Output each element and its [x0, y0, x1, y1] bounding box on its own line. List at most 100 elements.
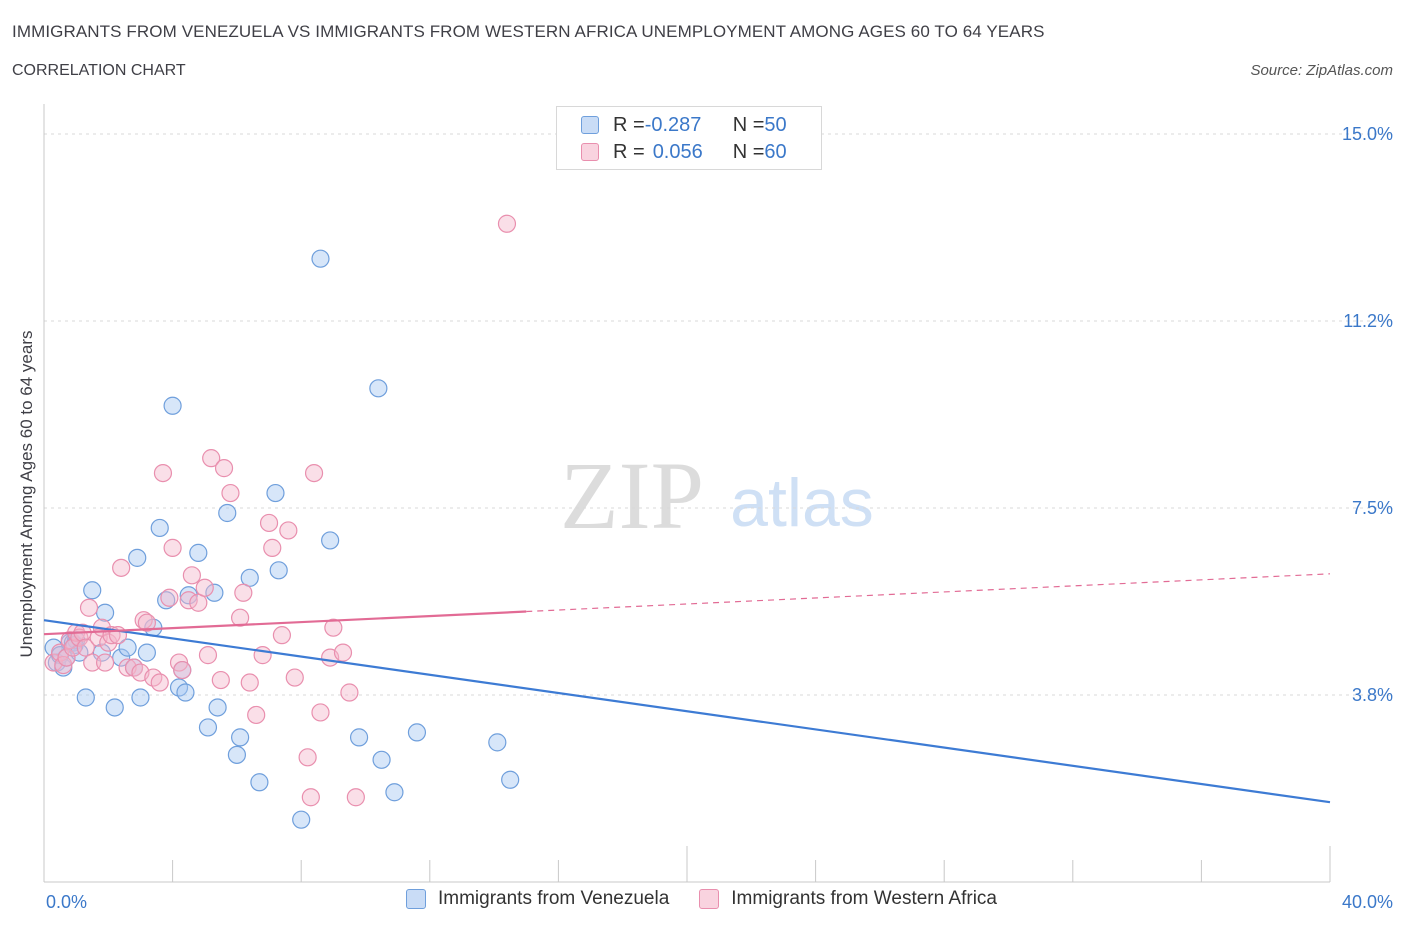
point-western-africa-50 [298, 748, 317, 767]
point-venezuela-42 [321, 531, 340, 550]
legend-swatch-western-africa [581, 143, 599, 161]
point-western-africa-30 [173, 660, 192, 680]
point-western-africa-36 [202, 449, 221, 468]
point-western-africa-35 [198, 646, 218, 665]
point-western-africa-32 [182, 566, 201, 585]
y-tick-label-1: 7.5% [1352, 498, 1393, 518]
point-western-africa-49 [285, 668, 304, 687]
point-venezuela-24 [163, 396, 182, 415]
point-venezuela-18 [128, 548, 147, 567]
point-western-africa-25 [150, 673, 169, 692]
point-western-africa-47 [272, 626, 292, 645]
axes [43, 104, 1331, 883]
point-venezuela-22 [150, 518, 169, 538]
r-value: -0.287 [644, 113, 702, 136]
stats-row-venezuela: R = -0.287 N = 50 [581, 113, 787, 137]
point-venezuela-48 [488, 733, 507, 752]
point-western-africa-57 [340, 683, 359, 702]
trend-line-western-africa [43, 610, 527, 636]
y-tick-label-0: 3.8% [1352, 685, 1393, 705]
chart-title: IMMIGRANTS FROM VENEZUELA VS IMMIGRANTS … [12, 22, 1045, 41]
point-western-africa-10 [79, 598, 99, 617]
point-venezuela-49 [501, 770, 520, 789]
point-venezuela-36 [240, 568, 259, 587]
point-western-africa-34 [195, 578, 214, 597]
point-venezuela-44 [369, 379, 388, 398]
point-western-africa-46 [263, 538, 282, 557]
stats-row-western-africa: R = 0.056 N = 60 [581, 140, 787, 164]
point-western-africa-56 [333, 643, 353, 662]
point-venezuela-40 [292, 810, 311, 829]
point-western-africa-53 [311, 703, 330, 722]
grid [44, 133, 1394, 696]
legend-label-western-africa: Immigrants from Western Africa [731, 888, 997, 909]
n-value: 50 [764, 113, 787, 136]
point-western-africa-58 [346, 788, 365, 807]
point-western-africa-37 [211, 670, 230, 690]
point-western-africa-40 [231, 608, 250, 627]
point-western-africa-48 [279, 521, 298, 540]
point-venezuela-34 [227, 745, 246, 764]
point-western-africa-43 [247, 705, 266, 725]
watermark-zip: ZIP [560, 442, 704, 549]
legend-swatch-venezuela [581, 116, 599, 134]
point-venezuela-14 [105, 698, 124, 717]
point-venezuela-45 [372, 750, 391, 769]
point-western-africa-18 [112, 558, 131, 577]
point-venezuela-29 [189, 543, 208, 562]
point-venezuela-32 [208, 698, 227, 717]
point-venezuela-35 [231, 728, 250, 747]
point-western-africa-55 [324, 618, 343, 637]
point-venezuela-46 [385, 783, 404, 802]
point-western-africa-14 [95, 653, 115, 672]
legend-swatch-western-africa [699, 889, 720, 909]
tick-labels: 3.8% 7.5% 11.2% 15.0% 0.0% 40.0% [46, 124, 1393, 912]
y-tick-label-2: 11.2% [1343, 311, 1393, 331]
y-axis-label: Unemployment Among Ages 60 to 64 years [17, 331, 36, 658]
source-label: Source: ZipAtlas.com [1250, 62, 1393, 79]
legend-label-venezuela: Immigrants from Venezuela [438, 888, 670, 909]
point-western-africa-27 [160, 588, 179, 607]
point-venezuela-19 [131, 688, 150, 707]
point-venezuela-38 [266, 483, 285, 503]
watermark: ZIP atlas [560, 442, 874, 549]
point-venezuela-23 [157, 591, 176, 610]
point-venezuela-20 [137, 643, 156, 662]
point-western-africa-5 [63, 638, 83, 657]
point-venezuela-31 [205, 583, 224, 602]
point-venezuela-13 [95, 603, 115, 622]
point-western-africa-59 [497, 214, 517, 233]
point-western-africa-28 [163, 538, 182, 557]
r-value: 0.056 [652, 140, 703, 163]
point-venezuela-37 [250, 773, 269, 792]
r-label: R = [613, 140, 645, 163]
point-western-africa-51 [301, 788, 320, 807]
point-venezuela-28 [179, 586, 198, 605]
x-tick-label-max: 40.0% [1342, 892, 1393, 912]
r-label: R = [613, 113, 645, 136]
data-points [44, 214, 520, 829]
point-western-africa-44 [253, 646, 272, 665]
point-western-africa-38 [214, 459, 234, 478]
legend-swatch-venezuela [406, 889, 426, 909]
n-value: 60 [764, 140, 787, 163]
point-venezuela-39 [269, 561, 288, 580]
point-venezuela-16 [118, 638, 137, 657]
point-western-africa-23 [137, 613, 156, 632]
y-tick-label-3: 15.0% [1342, 124, 1393, 144]
n-label: N = [732, 113, 765, 136]
point-western-africa-42 [240, 673, 259, 692]
legend-item-western-africa[interactable]: Immigrants from Western Africa [699, 888, 997, 910]
point-venezuela-43 [349, 728, 369, 747]
x-tick-label-min: 0.0% [46, 892, 87, 912]
point-western-africa-3 [57, 648, 76, 667]
legend-item-venezuela[interactable]: Immigrants from Venezuela [406, 888, 669, 910]
trend-lines [43, 573, 1331, 804]
point-venezuela-10 [76, 688, 95, 707]
series-legend: Immigrants from Venezuela Immigrants fro… [406, 888, 1027, 910]
point-western-africa-41 [234, 583, 253, 602]
point-venezuela-27 [176, 683, 195, 702]
point-venezuela-11 [83, 581, 102, 600]
point-venezuela-33 [218, 503, 237, 523]
